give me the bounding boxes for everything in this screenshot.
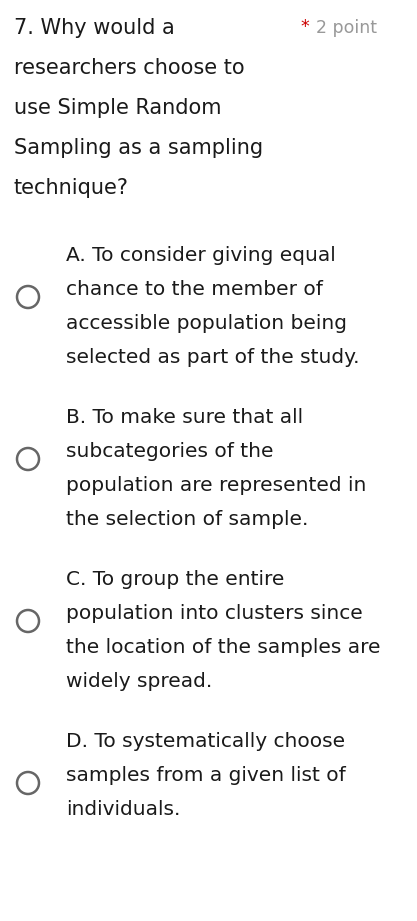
Text: researchers choose to: researchers choose to [14, 58, 245, 78]
Text: technique?: technique? [14, 178, 129, 198]
Text: A. To consider giving equal: A. To consider giving equal [66, 246, 336, 265]
Text: 2 point: 2 point [316, 19, 377, 37]
Text: individuals.: individuals. [66, 800, 181, 819]
Text: widely spread.: widely spread. [66, 672, 212, 691]
Text: chance to the member of: chance to the member of [66, 280, 323, 299]
Text: 7. Why would a: 7. Why would a [14, 18, 175, 38]
Text: Sampling as a sampling: Sampling as a sampling [14, 138, 263, 158]
Text: population are represented in: population are represented in [66, 476, 367, 495]
Text: the location of the samples are: the location of the samples are [66, 638, 380, 657]
Text: samples from a given list of: samples from a given list of [66, 766, 346, 785]
Text: *: * [300, 18, 309, 36]
Text: accessible population being: accessible population being [66, 314, 347, 333]
Text: selected as part of the study.: selected as part of the study. [66, 348, 359, 367]
Text: population into clusters since: population into clusters since [66, 604, 363, 623]
Text: B. To make sure that all: B. To make sure that all [66, 408, 303, 427]
Text: C. To group the entire: C. To group the entire [66, 570, 284, 589]
Text: use Simple Random: use Simple Random [14, 98, 221, 118]
Text: subcategories of the: subcategories of the [66, 442, 274, 461]
Text: D. To systematically choose: D. To systematically choose [66, 732, 345, 751]
Text: the selection of sample.: the selection of sample. [66, 510, 309, 529]
